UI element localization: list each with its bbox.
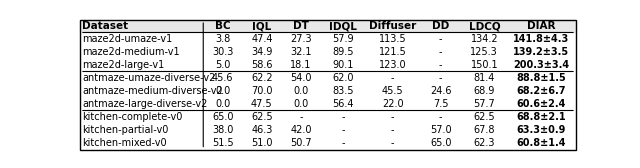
Text: 121.5: 121.5	[379, 47, 406, 57]
Text: 62.5: 62.5	[251, 112, 273, 122]
Text: 68.9: 68.9	[474, 86, 495, 96]
Text: 58.6: 58.6	[251, 60, 273, 70]
Text: 47.5: 47.5	[251, 99, 273, 109]
Text: -: -	[439, 60, 442, 70]
Text: IQL: IQL	[252, 21, 271, 31]
Text: 50.7: 50.7	[290, 138, 312, 148]
Text: 83.5: 83.5	[332, 86, 354, 96]
Text: 70.0: 70.0	[251, 86, 273, 96]
Text: LDCQ: LDCQ	[468, 21, 500, 31]
Text: IDQL: IDQL	[329, 21, 357, 31]
Text: -: -	[391, 73, 394, 83]
Text: BC: BC	[215, 21, 230, 31]
Text: 67.8: 67.8	[474, 125, 495, 135]
Text: 200.3±3.4: 200.3±3.4	[513, 60, 570, 70]
Text: 60.6±2.4: 60.6±2.4	[516, 99, 566, 109]
Text: 46.3: 46.3	[251, 125, 273, 135]
Text: 60.8±1.4: 60.8±1.4	[516, 138, 566, 148]
Text: 139.2±3.5: 139.2±3.5	[513, 47, 570, 57]
Text: 125.3: 125.3	[470, 47, 498, 57]
Text: 65.0: 65.0	[430, 138, 451, 148]
Text: -: -	[391, 125, 394, 135]
Text: 62.3: 62.3	[474, 138, 495, 148]
Text: 81.4: 81.4	[474, 73, 495, 83]
Text: 32.1: 32.1	[290, 47, 312, 57]
Text: 27.3: 27.3	[290, 34, 312, 44]
Text: 18.1: 18.1	[291, 60, 312, 70]
Text: 62.0: 62.0	[332, 73, 354, 83]
Text: -: -	[439, 34, 442, 44]
Text: 34.9: 34.9	[251, 47, 273, 57]
Text: 45.5: 45.5	[382, 86, 403, 96]
Text: 0.0: 0.0	[215, 86, 230, 96]
Text: 62.2: 62.2	[251, 73, 273, 83]
Text: 7.5: 7.5	[433, 99, 449, 109]
Text: DD: DD	[432, 21, 449, 31]
Text: 57.7: 57.7	[474, 99, 495, 109]
Text: 88.8±1.5: 88.8±1.5	[516, 73, 566, 83]
Text: 141.8±4.3: 141.8±4.3	[513, 34, 570, 44]
Text: -: -	[341, 112, 345, 122]
Text: 51.5: 51.5	[212, 138, 234, 148]
Text: 30.3: 30.3	[212, 47, 234, 57]
Text: Diffuser: Diffuser	[369, 21, 416, 31]
Text: -: -	[341, 138, 345, 148]
Text: Dataset: Dataset	[83, 21, 129, 31]
Text: 51.0: 51.0	[251, 138, 273, 148]
Text: 47.4: 47.4	[251, 34, 273, 44]
Text: 0.0: 0.0	[293, 99, 308, 109]
Text: 62.5: 62.5	[474, 112, 495, 122]
Text: 113.5: 113.5	[379, 34, 406, 44]
Text: -: -	[299, 112, 303, 122]
Text: 57.9: 57.9	[332, 34, 354, 44]
Text: -: -	[439, 112, 442, 122]
Text: 65.0: 65.0	[212, 112, 234, 122]
Text: -: -	[391, 138, 394, 148]
Text: 134.2: 134.2	[470, 34, 498, 44]
Text: 38.0: 38.0	[212, 125, 234, 135]
Text: 63.3±0.9: 63.3±0.9	[516, 125, 566, 135]
Text: 57.0: 57.0	[430, 125, 452, 135]
Text: DT: DT	[293, 21, 309, 31]
Text: 123.0: 123.0	[379, 60, 406, 70]
Text: 22.0: 22.0	[382, 99, 403, 109]
Text: 0.0: 0.0	[293, 86, 308, 96]
Text: kitchen-mixed-v0: kitchen-mixed-v0	[83, 138, 167, 148]
Text: 150.1: 150.1	[470, 60, 498, 70]
Text: -: -	[341, 125, 345, 135]
Text: antmaze-medium-diverse-v2: antmaze-medium-diverse-v2	[83, 86, 223, 96]
Text: 24.6: 24.6	[430, 86, 451, 96]
Text: DIAR: DIAR	[527, 21, 556, 31]
Text: 56.4: 56.4	[332, 99, 354, 109]
Text: kitchen-complete-v0: kitchen-complete-v0	[83, 112, 183, 122]
Text: 54.0: 54.0	[290, 73, 312, 83]
Text: 0.0: 0.0	[215, 99, 230, 109]
Text: 89.5: 89.5	[332, 47, 354, 57]
Text: -: -	[391, 112, 394, 122]
Text: -: -	[439, 47, 442, 57]
Text: 45.6: 45.6	[212, 73, 234, 83]
Text: 90.1: 90.1	[332, 60, 354, 70]
Text: antmaze-umaze-diverse-v2: antmaze-umaze-diverse-v2	[83, 73, 216, 83]
Text: 3.8: 3.8	[215, 34, 230, 44]
Text: 68.2±6.7: 68.2±6.7	[516, 86, 566, 96]
Text: maze2d-umaze-v1: maze2d-umaze-v1	[83, 34, 173, 44]
Text: 42.0: 42.0	[290, 125, 312, 135]
Text: -: -	[439, 73, 442, 83]
Text: 5.0: 5.0	[215, 60, 230, 70]
Text: 68.8±2.1: 68.8±2.1	[516, 112, 566, 122]
Bar	[80, 20, 576, 32]
Text: antmaze-large-diverse-v2: antmaze-large-diverse-v2	[83, 99, 208, 109]
Text: maze2d-medium-v1: maze2d-medium-v1	[83, 47, 180, 57]
Text: maze2d-large-v1: maze2d-large-v1	[83, 60, 164, 70]
Text: kitchen-partial-v0: kitchen-partial-v0	[83, 125, 169, 135]
